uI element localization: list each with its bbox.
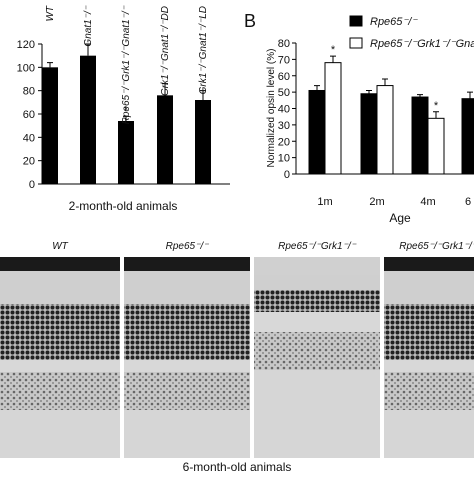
y-tick-label: 0: [29, 179, 35, 191]
bar: [427, 117, 445, 175]
y-tick-label: 100: [17, 62, 35, 74]
panel-title: Rpe65⁻/⁻: [166, 241, 210, 252]
inl: [384, 372, 474, 410]
y-tick-label: 30: [278, 120, 290, 132]
onl: [254, 290, 380, 312]
y-tick-label: 60: [23, 109, 35, 121]
bar: [195, 100, 211, 184]
legend-label: Rpe65⁻/⁻Grk1⁻/⁻Gna: [370, 38, 474, 50]
opl: [384, 360, 474, 372]
outer-segment: [124, 271, 250, 304]
bar: [411, 96, 429, 175]
histology-panels: WT Rpe65⁻/⁻ Rpe65⁻/⁻Grk1⁻/⁻ Rpe65⁻/⁻Grk1⁻/⁻…: [0, 241, 474, 458]
x-tick-label: 2m: [369, 196, 384, 208]
rpe-layer: [384, 257, 474, 271]
error-bar: [467, 91, 473, 99]
error-bar: [85, 43, 91, 56]
x-tick-label: 1m: [317, 196, 332, 208]
error-bar: [162, 83, 168, 96]
rpe-layer: [124, 257, 250, 271]
rpe-layer: [254, 257, 380, 275]
opl: [124, 360, 250, 372]
category-label: Grk1⁻/⁻Gnat1⁻/⁻LD: [198, 6, 209, 94]
error-bar: [417, 94, 423, 98]
outer-segment: [0, 271, 120, 304]
onl: [384, 304, 474, 360]
annotation: *: [434, 100, 439, 112]
ipl: [124, 410, 250, 458]
bar: [376, 85, 394, 175]
y-tick-label: 40: [278, 104, 290, 116]
category-label: WT: [45, 5, 56, 21]
onl: [124, 304, 250, 360]
bar: [157, 95, 173, 184]
error-bar: [330, 55, 336, 63]
y-tick-label: 80: [278, 38, 290, 50]
bar: [324, 62, 342, 175]
ipl: [0, 410, 120, 458]
inl: [0, 372, 120, 410]
legend-swatch: [349, 15, 363, 27]
annotation: *: [124, 104, 129, 116]
error-bar: [382, 78, 388, 86]
category-label: Gnat1⁻/⁻: [83, 5, 94, 46]
bar: [360, 93, 378, 175]
y-tick-label: 50: [278, 87, 290, 99]
error-bar: [314, 85, 320, 91]
x-label: Age: [389, 211, 411, 225]
annotation: *: [331, 44, 336, 56]
y-tick-label: 20: [278, 136, 290, 148]
outer-segment: [254, 275, 380, 290]
y-label: Normalized opsin level (%): [266, 49, 277, 168]
bar: [461, 98, 474, 175]
x-label: 2-month-old animals: [69, 199, 178, 213]
y-tick-label: 80: [23, 86, 35, 98]
onl: [0, 304, 120, 360]
y-tick-label: 120: [17, 39, 35, 51]
y-tick-label: 20: [23, 156, 35, 168]
y-tick-label: 70: [278, 54, 290, 66]
panel-title: WT: [52, 241, 68, 252]
bar: [308, 89, 326, 175]
y-tick-label: 60: [278, 71, 290, 83]
bar: [118, 121, 134, 184]
bar: [42, 67, 58, 184]
y-tick-label: 40: [23, 132, 35, 144]
error-bar: [123, 115, 129, 121]
category-label: Grk1⁻/⁻Gnat1⁻/⁻DD: [160, 6, 171, 96]
bar: [80, 55, 96, 184]
x-tick-label: 4m: [420, 196, 435, 208]
caption: 6-month-old animals: [183, 460, 292, 474]
inl: [254, 332, 380, 370]
rpe-layer: [0, 257, 120, 271]
error-bar: [366, 89, 372, 94]
opl: [0, 360, 120, 372]
y-tick-label: 10: [278, 153, 290, 165]
error-bar: [47, 62, 53, 68]
category-label: Rpe65⁻/⁻Grk1⁻/⁻Gnat1⁻/⁻: [121, 5, 132, 124]
legend-swatch: [349, 37, 363, 49]
panel-title: Rpe65⁻/⁻Grk1⁻/⁻Gnat: [399, 241, 474, 252]
outer-segment: [384, 271, 474, 304]
ipl: [384, 410, 474, 458]
inl: [124, 372, 250, 410]
error-bar: [433, 111, 439, 119]
legend-label: Rpe65⁻/⁻: [370, 16, 418, 28]
opl: [254, 312, 380, 332]
x-tick-label: 6: [465, 196, 471, 208]
y-tick-label: 0: [284, 169, 290, 181]
error-bar: [200, 90, 206, 100]
panel-title: Rpe65⁻/⁻Grk1⁻/⁻: [278, 241, 357, 252]
ipl: [254, 370, 380, 458]
panel-label: B: [244, 11, 256, 31]
